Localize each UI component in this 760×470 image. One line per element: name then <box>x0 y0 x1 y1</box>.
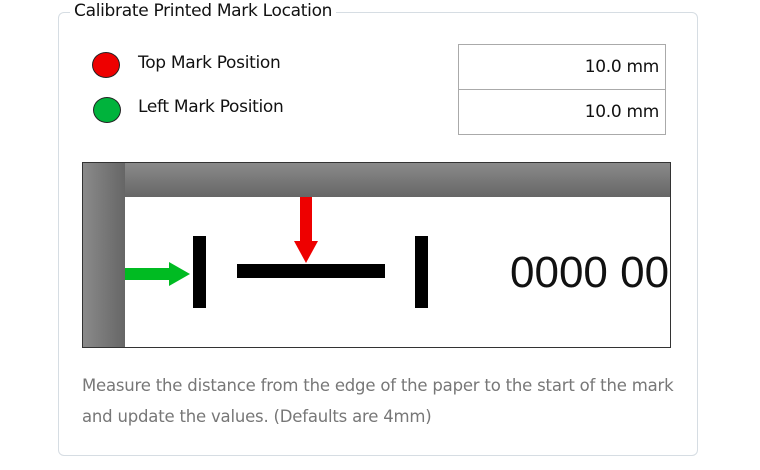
paper-top-edge <box>83 163 670 197</box>
instructions-text: Measure the distance from the edge of th… <box>82 376 674 426</box>
top-mark-label: Top Mark Position <box>138 53 281 73</box>
top-mark-bar <box>237 264 385 278</box>
group-title: Calibrate Printed Mark Location <box>70 1 337 21</box>
paper-left-edge <box>83 163 125 347</box>
green-dot-icon <box>93 97 121 123</box>
red-dot-icon <box>92 52 120 78</box>
calibrate-group <box>58 12 698 456</box>
left-mark-bar <box>193 236 206 308</box>
right-mark-bar <box>415 236 428 308</box>
left-mark-label: Left Mark Position <box>138 97 284 117</box>
left-mark-input[interactable] <box>458 89 666 135</box>
calibration-diagram: 0000 00 <box>82 162 671 348</box>
top-mark-input[interactable] <box>458 44 666 90</box>
sample-text: 0000 00 <box>510 248 670 297</box>
